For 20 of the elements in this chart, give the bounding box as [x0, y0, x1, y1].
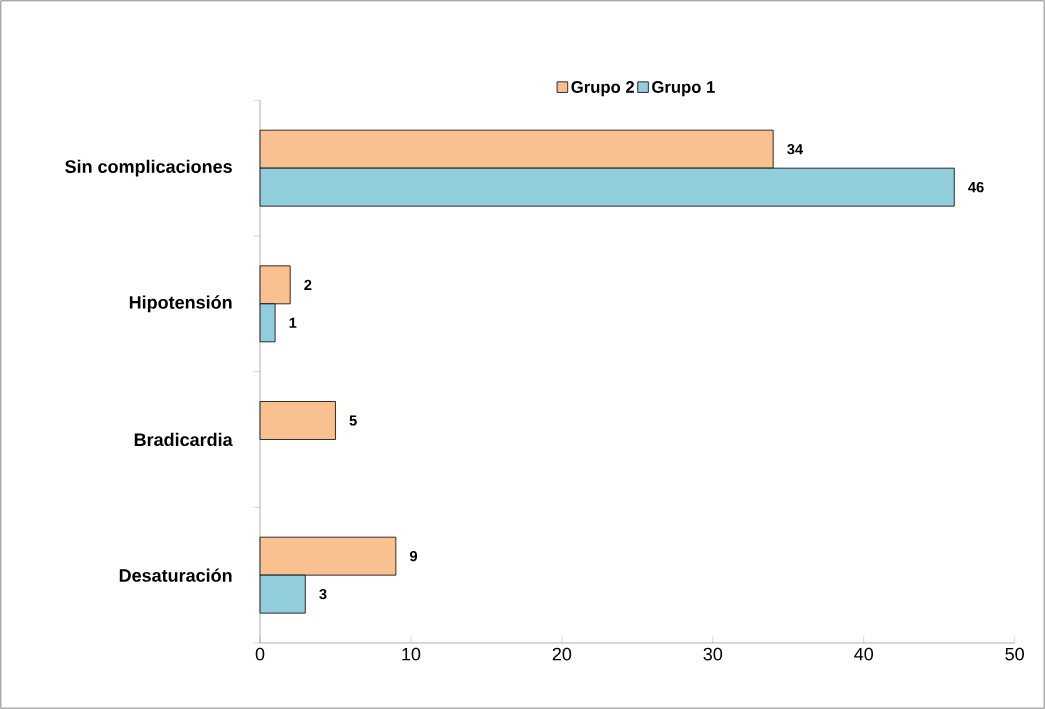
data-label: 3	[319, 588, 327, 600]
data-label: 2	[304, 279, 312, 290]
y-tick-label: Desaturación	[119, 568, 232, 582]
y-tick-label: Hipotensión	[129, 295, 232, 313]
legend-label: Grupo 1	[652, 81, 715, 97]
data-label: 1	[289, 317, 297, 328]
x-tick-label: 30	[703, 647, 723, 661]
data-label: 5	[349, 415, 357, 426]
y-tick-label: Sin complicaciones	[65, 159, 232, 177]
data-label: 46	[968, 181, 984, 193]
x-tick-label: 50	[1005, 647, 1024, 661]
data-label: 34	[787, 143, 803, 155]
data-label: 9	[409, 550, 418, 562]
x-tick-label: 40	[854, 647, 874, 661]
x-tick-label: 20	[552, 647, 572, 661]
x-tick-label: 0	[255, 647, 265, 661]
x-tick-label: 10	[402, 647, 421, 661]
y-tick-label: Bradicardia	[134, 432, 233, 447]
bar	[259, 401, 336, 440]
legend-label: Grupo 2	[571, 81, 634, 97]
